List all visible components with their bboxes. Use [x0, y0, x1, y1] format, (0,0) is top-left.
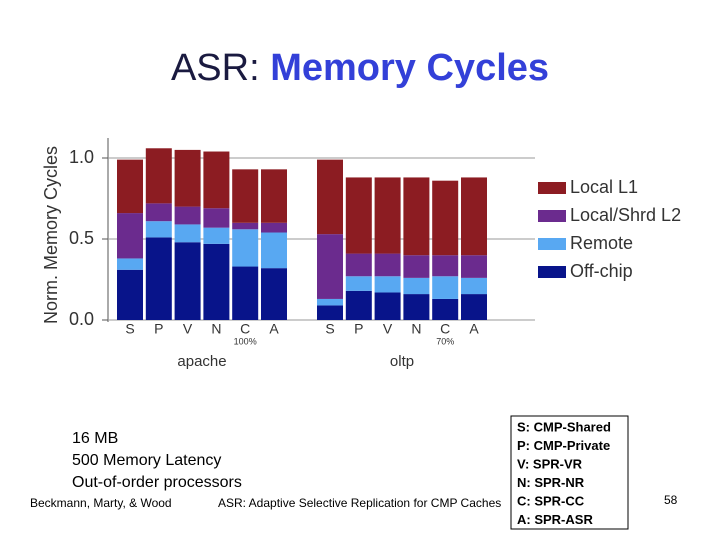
- legend-swatch: [538, 182, 566, 194]
- key-entry: N: SPR-NR: [517, 475, 585, 490]
- bar-segment: [345, 290, 372, 320]
- bar-segment: [174, 242, 201, 320]
- bar-segment: [432, 180, 459, 256]
- bar-segment: [174, 149, 201, 207]
- page-number: 58: [664, 493, 678, 507]
- x-tick-label: P: [354, 321, 363, 337]
- x-tick-label: A: [469, 321, 479, 337]
- bar-segment: [145, 203, 172, 222]
- bar-segment: [432, 255, 459, 277]
- key-box: [510, 415, 629, 530]
- bar-segment: [461, 277, 487, 295]
- note: 16 MB: [72, 430, 118, 447]
- title-main: Memory Cycles: [270, 47, 549, 89]
- bar-segment: [461, 177, 487, 256]
- bar-segment: [174, 224, 201, 243]
- bar-segment: [117, 258, 143, 270]
- bar-segment: [345, 177, 372, 254]
- key: S: CMP-Shared P: CMP-Private V: SPR-VR N: S…: [517, 419, 611, 527]
- x-tick-label: A: [269, 321, 279, 337]
- key-entry: C: SPR-CC: [517, 493, 585, 508]
- legend-swatch: [538, 266, 566, 278]
- bar-segment: [232, 169, 259, 223]
- x-tick-label: C: [440, 321, 450, 337]
- bar-segment: [261, 268, 287, 320]
- y-tick-label: 0.5: [69, 228, 94, 248]
- legend-label: Remote: [570, 233, 633, 253]
- bar-segment: [403, 255, 430, 278]
- bar-segment: [403, 177, 430, 256]
- bar-segment: [174, 206, 201, 225]
- key-entry: A: SPR-ASR: [517, 512, 593, 527]
- x-tick-label: N: [211, 321, 221, 337]
- x-tick-label: V: [183, 321, 193, 337]
- y-axis-label: Norm. Memory Cycles: [41, 146, 61, 324]
- bar-segment: [345, 253, 372, 277]
- bar-segment: [145, 237, 172, 320]
- bar-segment: [461, 294, 487, 320]
- bar-segment: [374, 177, 401, 254]
- bar-segment: [232, 229, 259, 267]
- legend-swatch: [538, 210, 566, 222]
- legend-label: Off-chip: [570, 261, 633, 281]
- legend-swatch: [538, 238, 566, 250]
- legend-label: Local L1: [570, 177, 638, 197]
- bar-segment: [317, 234, 343, 299]
- key-entry: S: CMP-Shared: [517, 419, 611, 434]
- bar-segment: [374, 253, 401, 277]
- key-entry: V: SPR-VR: [517, 456, 583, 471]
- bar-sublabel: 70%: [436, 336, 454, 346]
- group-label: apache: [177, 353, 226, 370]
- bar-segment: [432, 276, 459, 299]
- x-tick-label: P: [154, 321, 163, 337]
- bar-segment: [145, 148, 172, 204]
- bar-segment: [232, 266, 259, 320]
- y-tick-label: 0.0: [69, 309, 94, 329]
- bar-segment: [374, 276, 401, 293]
- note: 500 Memory Latency: [72, 452, 221, 469]
- footer-authors: Beckmann, Marty, & Wood: [30, 496, 172, 510]
- bar-segment: [317, 305, 343, 320]
- group-label: oltp: [390, 353, 414, 370]
- bar-segment: [261, 232, 287, 269]
- bar-segment: [203, 208, 230, 228]
- notes: 16 MB 500 Memory Latency Out-of-order pr…: [72, 430, 242, 491]
- bar-segment: [317, 298, 343, 306]
- y-tick-label: 1.0: [69, 147, 94, 167]
- bar-segment: [232, 222, 259, 230]
- bar-segment: [403, 294, 430, 320]
- bar-segment: [261, 222, 287, 233]
- bar-segment: [345, 276, 372, 291]
- bar-segment: [403, 277, 430, 295]
- legend-label: Local/Shrd L2: [570, 205, 681, 225]
- footer-paper: ASR: Adaptive Selective Replication for …: [218, 496, 501, 510]
- bar-segment: [461, 255, 487, 278]
- x-tick-label: N: [411, 321, 421, 337]
- bar-segment: [261, 169, 287, 223]
- bar-segment: [117, 269, 143, 320]
- bar-segment: [432, 298, 459, 320]
- bar-segment: [203, 227, 230, 244]
- title-prefix: ASR:: [171, 47, 260, 89]
- key-entry: P: CMP-Private: [517, 438, 610, 453]
- bar-segment: [203, 151, 230, 209]
- slide-title: ASR: Memory Cycles: [171, 47, 549, 89]
- x-tick-label: C: [240, 321, 250, 337]
- note: Out-of-order processors: [72, 474, 242, 491]
- bar-segment: [317, 159, 343, 235]
- bar-segment: [117, 159, 143, 214]
- bar-segment: [203, 243, 230, 320]
- bar-segment: [374, 292, 401, 320]
- bar-segment: [117, 213, 143, 259]
- x-tick-label: S: [125, 321, 134, 337]
- x-tick-label: V: [383, 321, 393, 337]
- x-tick-label: S: [325, 321, 334, 337]
- bar-sublabel: 100%: [234, 336, 257, 346]
- bar-segment: [145, 221, 172, 238]
